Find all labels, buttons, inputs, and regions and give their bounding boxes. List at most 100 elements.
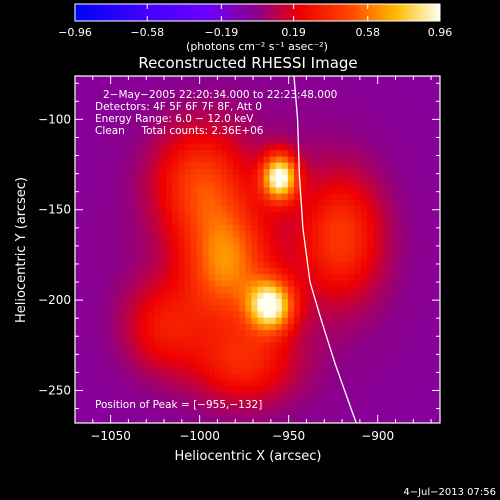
heatmap-cell (233, 88, 240, 95)
heatmap-cell (202, 88, 210, 95)
heatmap-cell (421, 206, 429, 213)
heatmap-cell (342, 193, 350, 201)
heatmap-cell (148, 218, 155, 226)
heatmap-cell (154, 181, 161, 188)
heatmap-cell (154, 162, 161, 170)
heatmap-cell (342, 237, 350, 244)
heatmap-cell (196, 342, 204, 350)
heatmap-cell (397, 404, 404, 412)
heatmap-cell (336, 218, 344, 226)
heatmap-cell (427, 280, 435, 288)
heatmap-cell (354, 280, 362, 288)
heatmap-cell (245, 336, 252, 343)
y-tick-label: −100 (38, 112, 71, 126)
heatmap-cell (367, 106, 374, 114)
heatmap-cell (166, 249, 173, 257)
heatmap-cell (379, 367, 386, 374)
heatmap-cell (409, 274, 417, 281)
heatmap-cell (360, 305, 368, 312)
heatmap-cell (245, 175, 252, 182)
heatmap-cell (373, 311, 380, 319)
heatmap-cell (233, 379, 240, 387)
heatmap-cell (281, 187, 289, 195)
heatmap-cell (269, 354, 277, 362)
heatmap-cell (342, 175, 350, 182)
heatmap-cell (397, 106, 404, 114)
heatmap-cell (306, 379, 313, 387)
heatmap-cell (166, 336, 173, 343)
heatmap-cell (348, 113, 356, 120)
heatmap-cell (318, 323, 325, 331)
heatmap-cell (75, 305, 82, 312)
heatmap-cell (81, 385, 88, 393)
heatmap-cell (111, 261, 118, 269)
heatmap-cell (93, 76, 100, 83)
heatmap-cell (166, 224, 173, 232)
heatmap-cell (123, 280, 131, 288)
heatmap-cell (184, 299, 191, 306)
peak-position-text: Position of Peak = [−955,−132] (95, 399, 262, 411)
heatmap-cell (281, 106, 289, 114)
heatmap-cell (360, 218, 368, 226)
heatmap-cell (263, 305, 271, 312)
heatmap-cell (421, 323, 429, 331)
heatmap-cell (263, 224, 271, 232)
heatmap-cell (160, 249, 167, 257)
heatmap-cell (148, 398, 155, 405)
heatmap-cell (324, 144, 331, 151)
heatmap-cell (300, 243, 307, 250)
heatmap-cell (99, 305, 106, 312)
heatmap-cell (75, 416, 82, 423)
heatmap-cell (141, 168, 149, 176)
heatmap-cell (190, 137, 198, 145)
heatmap-cell (379, 280, 386, 288)
heatmap-cell (129, 175, 137, 182)
heatmap-cell (214, 330, 222, 337)
heatmap-cell (99, 317, 106, 325)
heatmap-cell (202, 156, 210, 164)
heatmap-cell (324, 392, 331, 399)
heatmap-cell (318, 255, 325, 263)
heatmap-cell (105, 361, 112, 368)
heatmap-cell (239, 274, 246, 281)
heatmap-cell (196, 94, 204, 102)
heatmap-cell (348, 311, 356, 319)
heatmap-cell (342, 168, 350, 176)
heatmap-cell (330, 361, 337, 368)
heatmap-cell (251, 212, 258, 219)
heatmap-cell (275, 224, 283, 232)
heatmap-cell (172, 274, 179, 281)
heatmap-cell (427, 168, 435, 176)
heatmap-cell (239, 410, 246, 418)
heatmap-cell (117, 392, 125, 399)
heatmap-cell (245, 82, 252, 89)
heatmap-cell (81, 156, 88, 164)
heatmap-cell (348, 218, 356, 226)
heatmap-cell (117, 113, 125, 120)
heatmap-cell (166, 274, 173, 281)
heatmap-cell (300, 367, 307, 374)
heatmap-cell (239, 379, 246, 387)
heatmap-cell (269, 125, 277, 133)
heatmap-cell (160, 94, 167, 102)
heatmap-cell (287, 410, 295, 418)
heatmap-cell (148, 379, 155, 387)
heatmap-cell (385, 305, 392, 312)
heatmap-cell (330, 311, 337, 319)
heatmap-cell (245, 317, 252, 325)
heatmap-cell (336, 261, 344, 269)
heatmap-cell (263, 106, 271, 114)
heatmap-cell (227, 206, 234, 213)
heatmap-cell (178, 348, 185, 356)
heatmap-cell (93, 119, 100, 126)
heatmap-cell (312, 156, 319, 164)
heatmap-cell (111, 280, 118, 288)
heatmap-cell (342, 330, 350, 337)
heatmap-cell (129, 212, 137, 219)
heatmap-cell (275, 119, 283, 126)
heatmap-cell (196, 330, 204, 337)
heatmap-cell (184, 323, 191, 331)
heatmap-cell (367, 373, 374, 381)
heatmap-cell (154, 292, 161, 300)
heatmap-cell (135, 82, 143, 89)
